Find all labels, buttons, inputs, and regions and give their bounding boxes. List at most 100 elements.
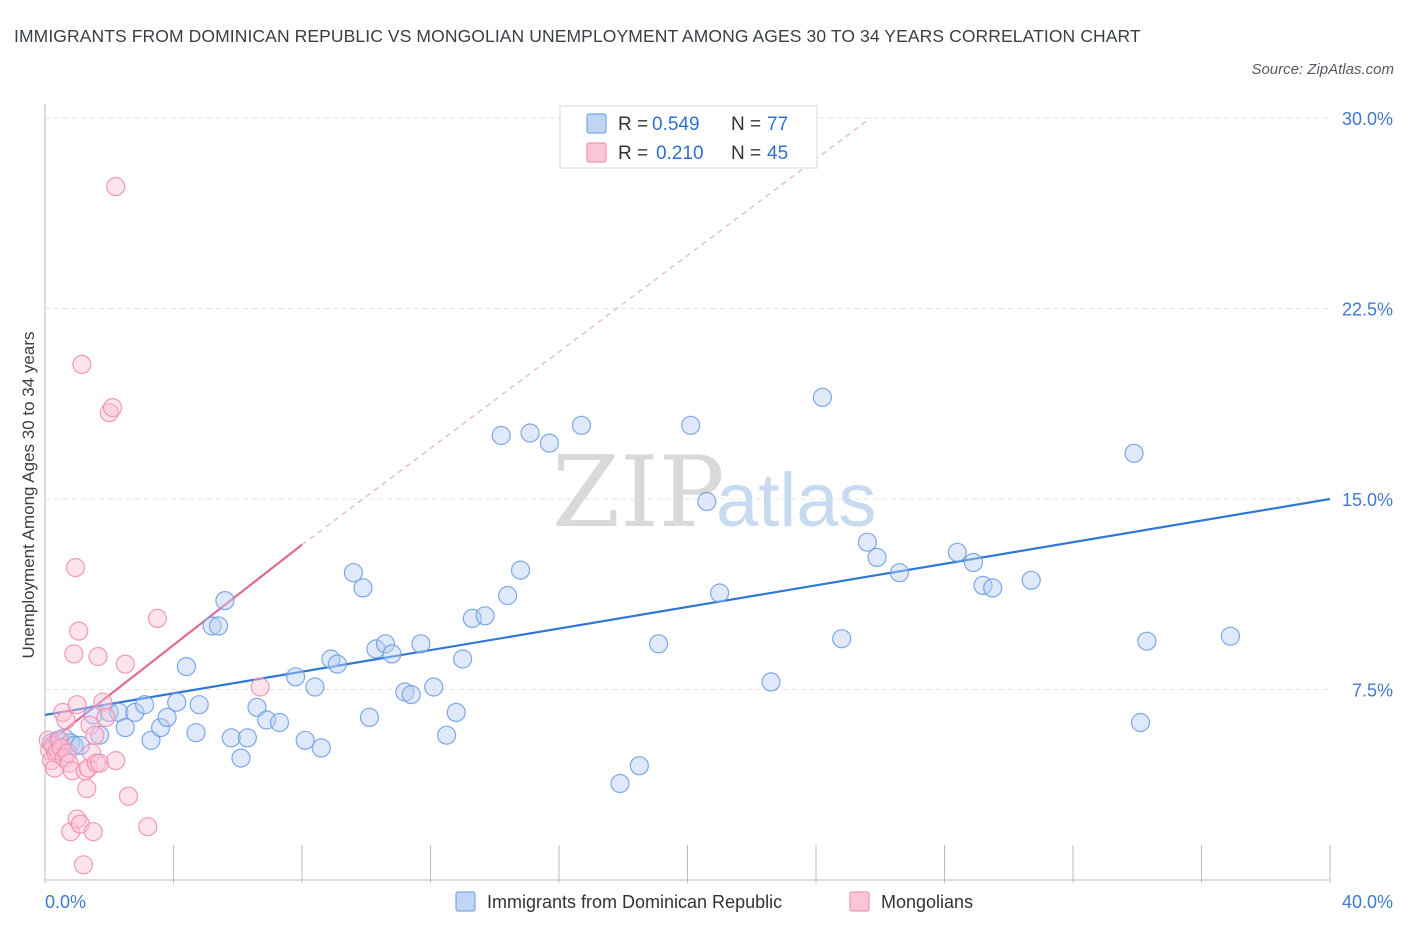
mongolians-trend-extension — [301, 117, 872, 546]
dominican-point — [446, 702, 466, 723]
dominican-point — [983, 578, 1003, 598]
mongolian-point — [115, 654, 135, 674]
tick-labels: 7.5% 15.0% 22.5% 30.0% 0.0% 40.0% — [45, 109, 1393, 912]
data-points — [38, 177, 1241, 875]
legend-r-label-1: R = — [618, 114, 648, 135]
mongolian-point — [69, 621, 89, 641]
y-tick-label: 15.0% — [1342, 490, 1393, 510]
dominican-point — [832, 629, 852, 649]
dominican-point — [231, 748, 251, 768]
dominican-point — [857, 532, 878, 552]
legend-label-dominican: Immigrants from Dominican Republic — [487, 892, 782, 912]
mongolian-point — [147, 608, 167, 629]
dominican-point — [157, 707, 177, 728]
dominican-point — [375, 634, 396, 654]
dominican-point — [115, 717, 135, 738]
dominican-point — [247, 697, 267, 717]
dominican-point — [359, 707, 380, 728]
dominican-point — [520, 423, 540, 443]
dominican-point — [353, 578, 373, 598]
y-tick-label: 22.5% — [1342, 300, 1393, 320]
axes — [44, 104, 1331, 883]
dominican-point — [629, 756, 649, 776]
dominican-point — [812, 387, 833, 407]
legend-label-mongolians: Mongolians — [881, 892, 973, 912]
trend-lines — [44, 117, 1331, 747]
dominican-point — [1220, 626, 1241, 646]
legend-r-label-2: R = — [618, 143, 648, 164]
dominican-point — [510, 560, 531, 580]
dominican-point — [237, 728, 257, 748]
mongolian-point — [250, 677, 270, 697]
mongolian-point — [83, 822, 103, 842]
mongolian-point — [89, 753, 110, 773]
dominican-point — [186, 723, 206, 743]
mongolian-point — [106, 177, 126, 197]
mongolian-point — [80, 715, 100, 735]
legend-r-value-1: 0.549 — [652, 114, 700, 135]
legend-n-value-1: 77 — [767, 114, 788, 135]
dominican-point — [475, 606, 495, 626]
dominican-point — [1021, 570, 1041, 590]
mongolian-point — [96, 707, 116, 728]
mongolians-trend-line — [44, 543, 303, 747]
legend-swatch-dominican — [455, 891, 476, 912]
y-tick-label: 30.0% — [1342, 109, 1393, 129]
mongolian-point — [67, 809, 87, 829]
y-axis-label: Unemployment Among Ages 30 to 34 years — [19, 332, 38, 659]
correlation-legend: R = 0.549 N = 77 R = 0.210 N = 45 — [559, 105, 818, 169]
grid-lines — [45, 117, 1330, 690]
dominican-point — [401, 684, 421, 705]
chart-title: IMMIGRANTS FROM DOMINICAN REPUBLIC VS MO… — [14, 26, 1141, 46]
dominican-point — [491, 425, 511, 446]
dominican-point — [681, 415, 701, 435]
dominican-point — [305, 677, 325, 697]
dominican-point — [382, 644, 402, 664]
legend-swatch-pink — [586, 142, 607, 163]
mongolian-point — [72, 354, 92, 374]
dominican-point — [141, 730, 161, 750]
legend-swatch-blue — [586, 113, 607, 134]
dominican-point — [498, 585, 518, 606]
x-tick-label: 40.0% — [1342, 892, 1393, 912]
dominican-point — [453, 649, 473, 669]
dominican-point — [697, 491, 717, 512]
watermark: ZIP atlas — [552, 436, 877, 550]
legend-n-value-2: 45 — [767, 143, 788, 164]
mongolian-point — [106, 750, 126, 771]
dominican-point — [135, 695, 155, 715]
mongolian-point — [138, 817, 158, 837]
dominican-point — [648, 634, 669, 654]
watermark-zip: ZIP — [552, 436, 725, 550]
dominican-point — [709, 583, 730, 603]
legend-n-label-1: N = — [731, 114, 761, 135]
dominican-point — [321, 649, 341, 669]
dominican-point — [295, 730, 315, 750]
dominican-point — [1124, 443, 1144, 463]
dominican-point — [1137, 631, 1157, 651]
dominican-point — [610, 773, 630, 794]
dominican-point — [189, 695, 209, 715]
dominican-point — [327, 654, 347, 674]
y-tick-label: 7.5% — [1352, 681, 1393, 701]
dominican-point — [1130, 712, 1151, 733]
dominican-point — [208, 616, 229, 636]
dominican-trend-line — [44, 497, 1331, 716]
mongolian-point — [57, 743, 78, 763]
legend-r-value-2: 0.210 — [656, 143, 704, 164]
mongolian-point — [65, 557, 86, 578]
dominican-point — [889, 563, 910, 583]
mongolian-point — [67, 695, 87, 715]
mongolian-point — [77, 778, 97, 799]
mongolian-point — [118, 786, 139, 806]
series-legend: Immigrants from Dominican Republic Mongo… — [455, 891, 973, 912]
dominican-point — [761, 672, 781, 692]
dominican-point — [269, 712, 290, 733]
dominican-point — [539, 433, 560, 453]
dominican-point — [424, 677, 444, 697]
dominican-point — [947, 542, 967, 562]
dominican-point — [89, 725, 110, 745]
dominican-point — [202, 616, 222, 636]
dominican-point — [221, 728, 241, 748]
